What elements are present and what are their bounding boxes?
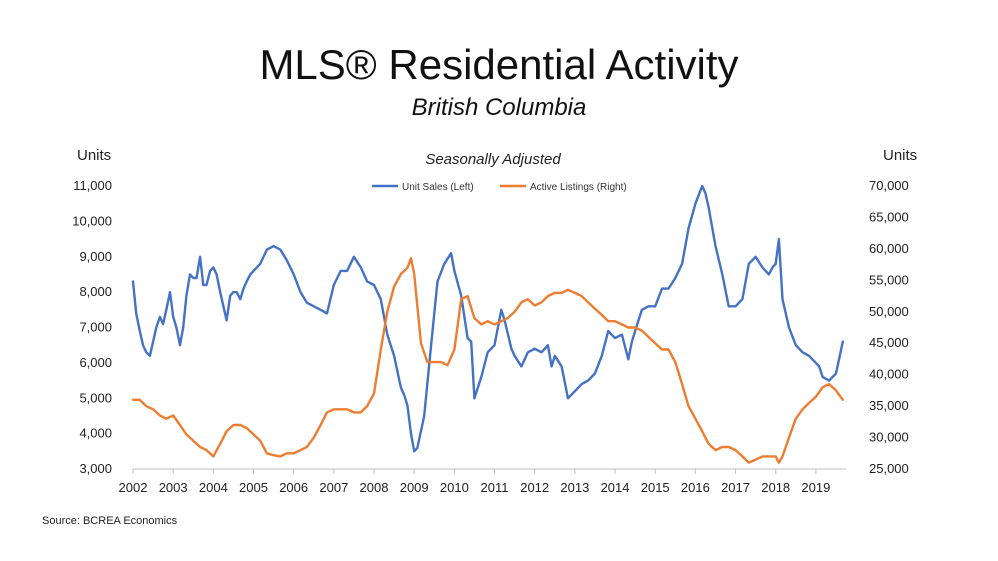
right-axis-ticks: 25,000 30,000 35,000 40,000 45,000 50,000 55,0… — [869, 178, 909, 476]
chart-subtitle: Seasonally Adjusted — [425, 151, 561, 168]
x-tick-label: 2006 — [279, 480, 308, 495]
x-tick-label: 2016 — [681, 480, 710, 495]
x-tick-label: 2005 — [239, 480, 268, 495]
page-title: MLS® Residential Activity — [259, 41, 739, 88]
legend-label-active-listings: Active Listings (Right) — [530, 182, 627, 193]
left-tick-label: 4,000 — [79, 426, 112, 441]
right-tick-label: 35,000 — [869, 398, 909, 413]
x-tick-label: 2018 — [761, 480, 790, 495]
left-tick-label: 6,000 — [79, 355, 112, 370]
left-tick-label: 10,000 — [72, 213, 112, 228]
left-axis-ticks: 3,000 4,000 5,000 6,000 7,000 8,000 9,000 10,00… — [72, 178, 112, 476]
left-tick-label: 8,000 — [79, 284, 112, 299]
active-listings-line — [131, 257, 844, 464]
right-tick-label: 65,000 — [869, 209, 909, 224]
right-axis-label: Units — [883, 147, 917, 164]
left-tick-label: 9,000 — [79, 249, 112, 264]
x-tick-label: 2008 — [360, 480, 389, 495]
legend: Unit Sales (Left) Active Listings (Right… — [372, 182, 627, 193]
left-axis-label: Units — [77, 147, 111, 164]
x-tick-label: 2002 — [119, 480, 148, 495]
series-lines — [131, 184, 844, 464]
x-axis-ticks: 2002 2003 2004 2005 2006 2007 2008 2009 2010 2011… — [119, 469, 830, 495]
legend-label-unit-sales: Unit Sales (Left) — [402, 182, 474, 193]
right-tick-label: 50,000 — [869, 304, 909, 319]
right-tick-label: 25,000 — [869, 461, 909, 476]
page-subtitle: British Columbia — [411, 94, 587, 121]
right-tick-label: 60,000 — [869, 241, 909, 256]
right-tick-label: 45,000 — [869, 335, 909, 350]
left-tick-label: 5,000 — [79, 390, 112, 405]
left-tick-label: 3,000 — [79, 461, 112, 476]
x-tick-label: 2003 — [159, 480, 188, 495]
x-tick-label: 2017 — [721, 480, 750, 495]
x-tick-label: 2009 — [400, 480, 429, 495]
x-tick-label: 2012 — [520, 480, 549, 495]
x-tick-label: 2010 — [440, 480, 469, 495]
unit-sales-line — [131, 184, 844, 453]
right-tick-label: 55,000 — [869, 272, 909, 287]
left-tick-label: 7,000 — [79, 320, 112, 335]
x-tick-label: 2015 — [641, 480, 670, 495]
x-tick-label: 2007 — [319, 480, 348, 495]
right-tick-label: 30,000 — [869, 430, 909, 445]
source-note: Source: BCREA Economics — [42, 515, 178, 527]
x-tick-label: 2004 — [199, 480, 228, 495]
x-tick-label: 2014 — [601, 480, 630, 495]
x-tick-label: 2013 — [560, 480, 589, 495]
left-tick-label: 11,000 — [73, 178, 112, 193]
x-tick-label: 2019 — [801, 480, 830, 495]
x-tick-label: 2011 — [481, 480, 509, 495]
right-tick-label: 40,000 — [869, 367, 909, 382]
right-tick-label: 70,000 — [869, 178, 909, 193]
